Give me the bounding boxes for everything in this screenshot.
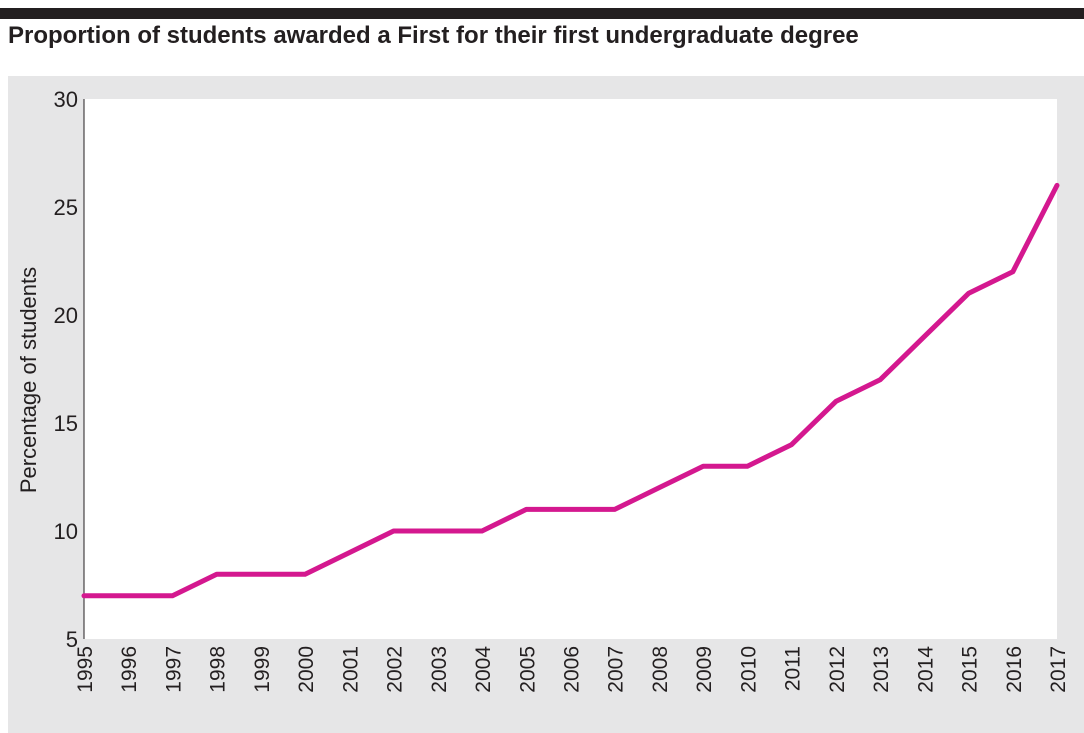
y-tick-label: 20 bbox=[54, 303, 78, 328]
x-tick-label: 2005 bbox=[516, 646, 539, 693]
x-tick-label: 1997 bbox=[162, 646, 185, 693]
x-ticks: 1995 1996 1997 1998 1999 2000 2001 2002 2003 2004… bbox=[74, 646, 1070, 693]
y-axis-label: Percentage of students bbox=[16, 267, 41, 493]
x-tick-label: 1998 bbox=[207, 646, 230, 693]
y-tick-label: 25 bbox=[54, 195, 78, 220]
x-tick-label: 1995 bbox=[74, 646, 97, 693]
x-tick-label: 2016 bbox=[1003, 646, 1026, 693]
x-tick-label: 2004 bbox=[472, 646, 495, 693]
x-tick-label: 2015 bbox=[959, 646, 982, 693]
y-tick-label: 5 bbox=[66, 627, 78, 652]
data-series bbox=[81, 182, 1060, 599]
plot-area bbox=[84, 99, 1057, 639]
y-ticks: 5 10 15 20 25 30 bbox=[54, 87, 78, 652]
chart-title: Proportion of students awarded a First f… bbox=[8, 22, 859, 49]
x-tick-label: 2014 bbox=[914, 646, 937, 693]
x-tick-label: 2017 bbox=[1047, 646, 1070, 693]
x-tick-label: 2013 bbox=[870, 646, 893, 693]
y-tick-label: 15 bbox=[54, 411, 78, 436]
y-tick-label: 30 bbox=[54, 87, 78, 112]
x-tick-label: 1999 bbox=[251, 646, 274, 693]
x-tick-label: 2012 bbox=[826, 646, 849, 693]
x-tick-label: 1996 bbox=[118, 646, 141, 693]
x-tick-label: 2010 bbox=[737, 646, 760, 693]
x-tick-label: 2000 bbox=[295, 646, 318, 693]
series-line bbox=[81, 182, 1060, 599]
x-tick-label: 2008 bbox=[649, 646, 672, 693]
x-tick-label: 2006 bbox=[561, 646, 584, 693]
y-tick-label: 10 bbox=[54, 519, 78, 544]
x-tick-label: 2002 bbox=[384, 646, 407, 693]
x-tick-label: 2007 bbox=[605, 646, 628, 693]
x-tick-label: 2011 bbox=[782, 646, 805, 691]
x-tick-label: 2009 bbox=[693, 646, 716, 693]
title-rule bbox=[0, 8, 1084, 19]
x-tick-label: 2001 bbox=[339, 646, 362, 693]
x-tick-label: 2003 bbox=[428, 646, 451, 693]
